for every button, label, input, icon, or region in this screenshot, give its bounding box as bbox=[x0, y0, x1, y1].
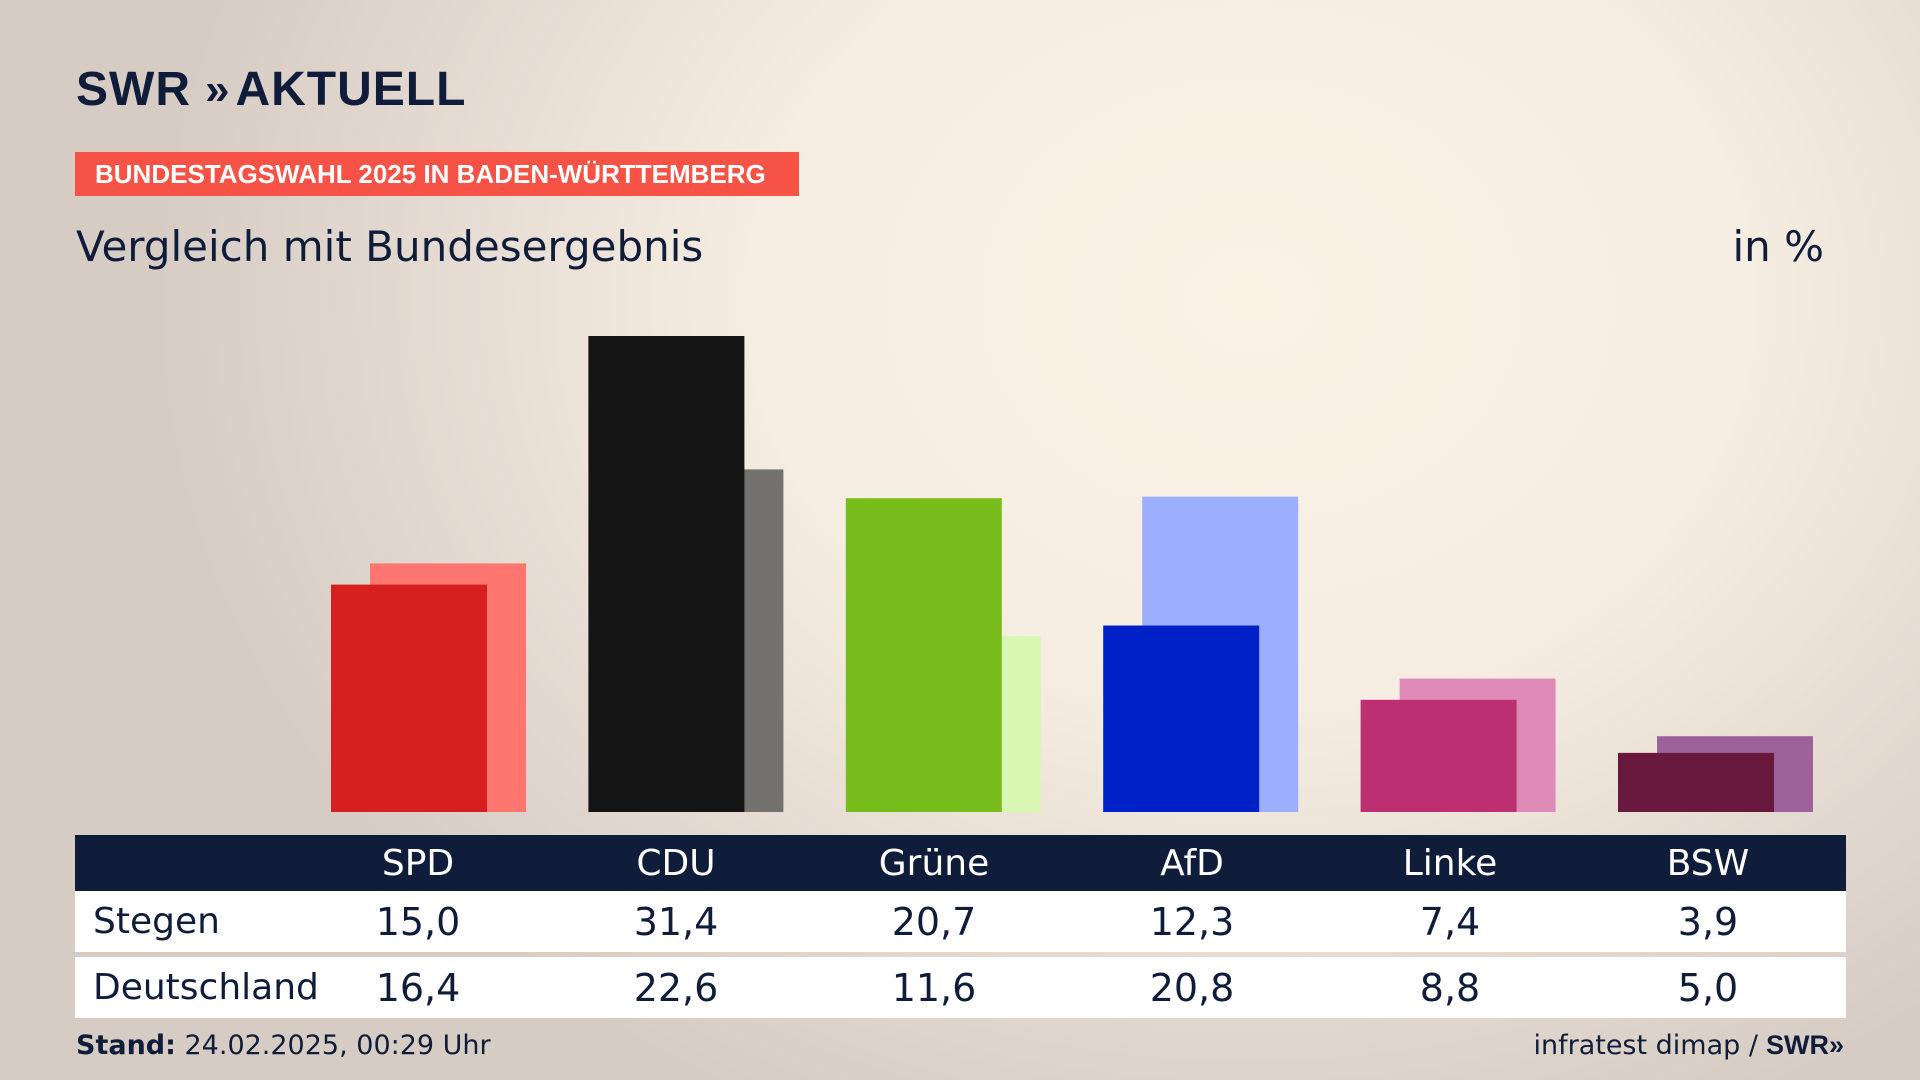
table-row-stegen: Stegen 15,0 31,4 20,7 12,3 7,4 3,9 bbox=[75, 891, 1846, 952]
stand-value: 24.02.2025, 00:29 Uhr bbox=[175, 1030, 491, 1061]
bar-chart bbox=[331, 336, 1813, 812]
table-cell: 11,6 bbox=[891, 965, 977, 1010]
table-header-row: SPD CDU Grüne AfD Linke BSW bbox=[75, 835, 1846, 891]
table-cell: 7,4 bbox=[1419, 899, 1481, 944]
table-cell: 20,7 bbox=[891, 899, 977, 944]
row-label: Deutschland bbox=[93, 967, 319, 1008]
table-cell: 22,6 bbox=[633, 965, 719, 1010]
table-cell: 8,8 bbox=[1419, 965, 1481, 1010]
table-header-cell: Grüne bbox=[878, 842, 990, 884]
timestamp: Stand: 24.02.2025, 00:29 Uhr bbox=[76, 1030, 491, 1061]
bar-stegen-grüne bbox=[845, 498, 1002, 812]
table-header-cell: SPD bbox=[381, 842, 455, 884]
table-header-cell: Linke bbox=[1402, 842, 1498, 884]
table-row-deutschland: Deutschland 16,4 22,6 11,6 20,8 8,8 5,0 bbox=[75, 957, 1846, 1018]
row-label: Stegen bbox=[93, 901, 220, 942]
bar-stegen-bsw bbox=[1618, 752, 1774, 812]
bar-stegen-linke bbox=[1360, 699, 1517, 812]
table-cell: 5,0 bbox=[1677, 965, 1739, 1010]
bar-stegen-spd bbox=[331, 584, 487, 812]
unit-label: in % bbox=[1732, 222, 1824, 271]
table-header-cell: BSW bbox=[1666, 842, 1750, 884]
results-table: SPD CDU Grüne AfD Linke BSW Stegen 15,0 31,4 20… bbox=[75, 835, 1846, 1018]
table-cell: 3,9 bbox=[1677, 899, 1739, 944]
table-cell: 12,3 bbox=[1149, 899, 1235, 944]
table-header-cell: AfD bbox=[1160, 842, 1224, 884]
bar-stegen-cdu bbox=[588, 336, 745, 812]
stand-label: Stand: bbox=[76, 1030, 176, 1061]
chart-subtitle: Vergleich mit Bundesergebnis bbox=[76, 222, 704, 271]
bar-stegen-afd bbox=[1103, 625, 1260, 812]
swr-mini-logo: SWR» bbox=[1765, 1030, 1844, 1060]
source-credit: infratest dimap / SWR» bbox=[1533, 1030, 1844, 1061]
table-cell: 16,4 bbox=[375, 965, 461, 1010]
swr-aktuell-logo: SWR » AKTUELL bbox=[76, 66, 466, 114]
table-header-cell: CDU bbox=[636, 842, 716, 884]
table-cell: 15,0 bbox=[375, 899, 461, 944]
logo-swr-text: SWR bbox=[76, 63, 191, 116]
table-cell: 31,4 bbox=[633, 899, 719, 944]
source-text: infratest dimap / bbox=[1533, 1030, 1758, 1061]
logo-section-text: AKTUELL bbox=[235, 63, 467, 116]
election-badge: BUNDESTAGSWAHL 2025 IN BADEN-WÜRTTEMBERG bbox=[75, 152, 799, 196]
table-cell: 20,8 bbox=[1149, 965, 1235, 1010]
